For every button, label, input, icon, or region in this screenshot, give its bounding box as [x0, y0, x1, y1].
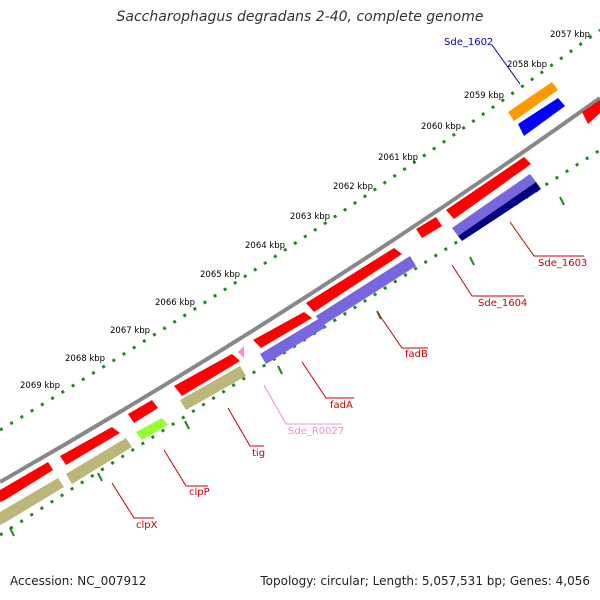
gene-label-Sde_1604[interactable]: Sde_1604 — [478, 298, 527, 309]
leader-fadB — [377, 312, 428, 349]
gene-label-tig[interactable]: tig — [252, 448, 265, 459]
scale-label: 2059 kbp — [464, 91, 504, 101]
map-title: Saccharophagus degradans 2-40, complete … — [116, 9, 484, 25]
gene-Sde-R0027[interactable] — [238, 346, 244, 358]
gene-clpX-reverse[interactable] — [0, 478, 64, 525]
gene-Sde1602-orange[interactable] — [508, 82, 558, 121]
gene-label-fadA[interactable]: fadA — [330, 400, 353, 411]
gene-fadB-forward-2[interactable] — [306, 248, 402, 312]
scale-label: 2067 kbp — [110, 326, 150, 336]
gene-label-Sde_1603[interactable]: Sde_1603 — [538, 258, 587, 269]
gene-clpX-forward[interactable] — [0, 462, 53, 502]
gene-fadB-forward-1[interactable] — [253, 312, 312, 348]
gene-tig-lime[interactable] — [136, 418, 168, 440]
gene-clpP-forward[interactable] — [60, 427, 120, 465]
gene-tig-reverse[interactable] — [180, 366, 246, 410]
gene-Sde1603-forward[interactable] — [446, 157, 531, 219]
scale-label: 2064 kbp — [245, 241, 285, 251]
genome-summary-text: Topology: circular; Length: 5,057,531 bp… — [260, 574, 590, 588]
gene-label-clpP[interactable]: clpP — [189, 487, 210, 498]
gene-fadA-reverse[interactable] — [260, 318, 326, 364]
gene-Sde1604-forward[interactable] — [416, 217, 442, 238]
gene-fadA-forward[interactable] — [174, 354, 240, 396]
leader-Sde_1603 — [509, 221, 584, 257]
leader-Sde_1604 — [451, 264, 524, 297]
scale-labels: 2057 kbp 2058 kbp 2059 kbp 2060 kbp 2061… — [20, 30, 590, 391]
leader-Sde_1602 — [491, 44, 521, 85]
reverse-strand-genes — [0, 174, 541, 525]
gene-clpP-reverse[interactable] — [66, 438, 132, 484]
outer-scale-track — [0, 28, 600, 432]
gene-label-Sde_R0027[interactable]: Sde_R0027 — [288, 426, 344, 437]
leader-fadA — [301, 361, 354, 399]
gene-edge-forward[interactable] — [582, 100, 600, 124]
gene-label-Sde_1602[interactable]: Sde_1602 — [444, 37, 493, 48]
leader-Sde_R0027 — [263, 384, 342, 425]
scale-label: 2060 kbp — [421, 122, 461, 132]
label-leaders — [111, 44, 584, 519]
scale-label: 2063 kbp — [290, 212, 330, 222]
scale-label: 2069 kbp — [20, 381, 60, 391]
inner-major-ticks — [9, 196, 565, 537]
gene-Sde1602-blue[interactable] — [518, 98, 565, 136]
gene-tig-forward[interactable] — [128, 400, 158, 423]
forward-strand-genes — [0, 82, 600, 502]
gene-fadB-reverse[interactable] — [316, 256, 416, 326]
genome-backbone — [0, 96, 600, 484]
gene-label-clpX[interactable]: clpX — [136, 520, 158, 531]
accession-text: Accession: NC_007912 — [10, 574, 147, 588]
scale-label: 2057 kbp — [550, 30, 590, 40]
gene-Sde1603-reverse[interactable] — [452, 174, 536, 236]
scale-label: 2058 kbp — [507, 60, 547, 70]
leader-clpX — [111, 482, 154, 519]
leader-tig — [227, 407, 264, 447]
scale-label: 2062 kbp — [333, 182, 373, 192]
leader-clpP — [163, 449, 208, 487]
scale-label: 2065 kbp — [200, 270, 240, 280]
gene-labels: Sde_1602 Sde_1603 Sde_1604 fadB fadA Sde… — [136, 37, 587, 531]
scale-label: 2061 kbp — [378, 153, 418, 163]
scale-label: 2066 kbp — [155, 298, 195, 308]
gene-Sde1603-navy[interactable] — [458, 182, 541, 241]
gene-label-fadB[interactable]: fadB — [405, 349, 428, 360]
scale-label: 2068 kbp — [65, 354, 105, 364]
